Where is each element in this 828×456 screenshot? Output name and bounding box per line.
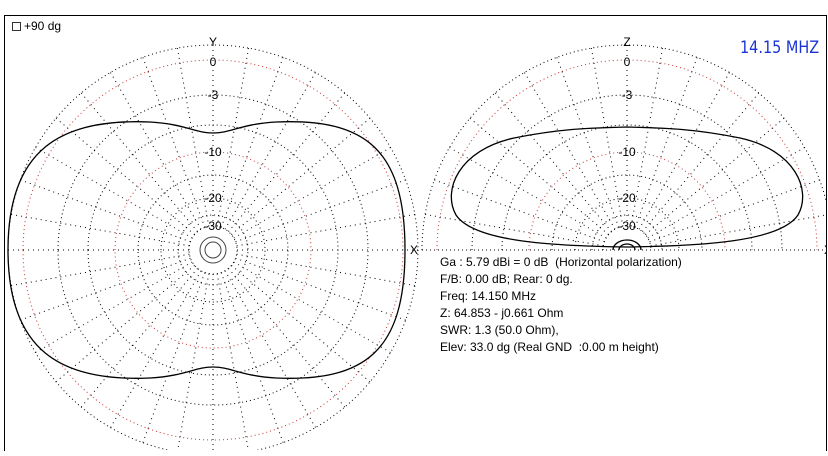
horizontal-inner bbox=[204, 241, 222, 259]
grid-ring bbox=[177, 214, 249, 286]
frame bbox=[4, 15, 827, 456]
grid-spoke bbox=[11, 253, 190, 287]
grid-ring bbox=[421, 44, 826, 251]
grid-ring bbox=[551, 174, 703, 251]
grid-spoke bbox=[55, 117, 195, 235]
ring-label: 0 bbox=[210, 55, 217, 69]
ring-label: -20 bbox=[618, 191, 636, 205]
grid-spoke bbox=[590, 48, 624, 227]
grid-spoke bbox=[177, 273, 210, 450]
grid-spoke bbox=[494, 92, 612, 232]
vertical_plot: Z X 0 -3 -10 -20 -30 bbox=[421, 35, 828, 257]
ring-label: -20 bbox=[204, 191, 222, 205]
grid-spoke bbox=[35, 147, 193, 239]
info-line: Elev: 33.0 dg (Real GND :0.00 m height) bbox=[440, 340, 659, 354]
grid-spoke bbox=[220, 272, 284, 443]
axis-right-label: X bbox=[410, 243, 418, 257]
vertical-pattern bbox=[450, 126, 804, 248]
grid-spoke bbox=[80, 268, 198, 408]
grid-spoke bbox=[20, 257, 191, 321]
grid-spoke bbox=[235, 179, 406, 243]
grid-spoke bbox=[233, 147, 391, 239]
grid-spoke bbox=[231, 117, 371, 235]
grid-spoke bbox=[176, 48, 210, 227]
ring-label: -10 bbox=[618, 145, 636, 159]
horizontal-inner bbox=[199, 236, 227, 264]
horizontal-pattern bbox=[7, 121, 406, 379]
grid-ring bbox=[436, 59, 818, 251]
ring-label: 0 bbox=[624, 55, 631, 69]
grid-spoke bbox=[524, 72, 616, 230]
axis-top-label: Y bbox=[209, 35, 217, 49]
grid-spoke bbox=[645, 117, 785, 235]
grid-spoke bbox=[55, 265, 195, 383]
grid-spoke bbox=[236, 253, 415, 287]
grid-spoke bbox=[647, 147, 805, 239]
grid-ring bbox=[471, 94, 783, 251]
info-line: F/B: 0.00 dB; Rear: 0 dg. bbox=[440, 272, 573, 286]
axis-right-label: X bbox=[824, 243, 828, 257]
grid-spoke bbox=[231, 265, 371, 383]
grid-spoke bbox=[228, 92, 346, 232]
grid-spoke bbox=[449, 147, 607, 239]
plots: Y X 0 -3 -10 -20 -30 Z X 0 -3 -10 -20 -30 bbox=[7, 35, 828, 450]
grid-spoke bbox=[142, 57, 206, 228]
checkbox[interactable] bbox=[12, 22, 21, 31]
grid-spoke bbox=[110, 72, 202, 230]
grid-spoke bbox=[110, 270, 202, 428]
grid-spoke bbox=[638, 72, 730, 230]
grid-spoke bbox=[228, 268, 346, 408]
grid-ring bbox=[160, 197, 266, 303]
grid-spoke bbox=[642, 92, 760, 232]
grid-spoke bbox=[434, 179, 605, 243]
grid-spoke bbox=[235, 257, 406, 321]
grid-spoke bbox=[20, 179, 191, 243]
info-line: Freq: 14.150 MHz bbox=[440, 289, 536, 303]
grid-ring bbox=[7, 44, 419, 450]
grid-spoke bbox=[233, 261, 391, 353]
grid-spoke bbox=[220, 57, 284, 228]
info-line: Ga : 5.79 dBi = 0 dB (Horizontal polariz… bbox=[440, 255, 682, 269]
grid-ring bbox=[137, 174, 289, 326]
grid-spoke bbox=[216, 48, 250, 227]
grid-spoke bbox=[650, 214, 826, 247]
grid-spoke bbox=[224, 72, 316, 230]
grid-spoke bbox=[224, 270, 316, 428]
grid-spoke bbox=[236, 213, 415, 247]
info-line: Z: 64.853 - j0.661 Ohm bbox=[440, 306, 563, 320]
info-line: SWR: 1.3 (50.0 Ohm), bbox=[440, 323, 559, 337]
grid-spoke bbox=[649, 179, 820, 243]
horizontal_plot: Y X 0 -3 -10 -20 -30 bbox=[7, 35, 419, 450]
axis-top-label: Z bbox=[623, 35, 630, 49]
grid-spoke bbox=[216, 273, 249, 450]
grid-spoke bbox=[80, 92, 198, 232]
ring-label: -30 bbox=[618, 219, 636, 233]
grid-spoke bbox=[35, 261, 193, 353]
ring-label: -3 bbox=[622, 88, 633, 102]
grid-spoke bbox=[11, 213, 190, 247]
grid-spoke bbox=[630, 48, 664, 227]
vertical-inner bbox=[612, 239, 642, 251]
checkbox-label[interactable]: +90 dg bbox=[24, 19, 61, 33]
grid-spoke bbox=[469, 117, 609, 235]
ring-label: -3 bbox=[208, 88, 219, 102]
grid-spoke bbox=[556, 57, 620, 228]
grid-spoke bbox=[634, 57, 698, 228]
grid-spoke bbox=[425, 213, 604, 247]
frequency: 14.15 MHZ bbox=[740, 37, 819, 57]
ring-label: -30 bbox=[204, 219, 222, 233]
ring-label: -10 bbox=[204, 145, 222, 159]
grid-spoke bbox=[142, 272, 206, 443]
